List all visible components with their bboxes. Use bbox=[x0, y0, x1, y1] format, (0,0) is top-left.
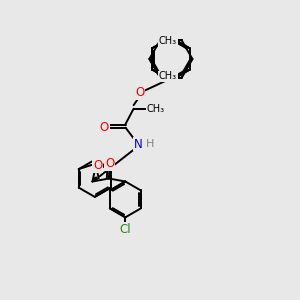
Text: CH₃: CH₃ bbox=[159, 71, 177, 81]
Text: Cl: Cl bbox=[119, 224, 131, 236]
Text: CH₃: CH₃ bbox=[159, 37, 177, 46]
Text: O: O bbox=[135, 86, 144, 99]
Text: N: N bbox=[134, 137, 143, 151]
Text: O: O bbox=[105, 157, 114, 170]
Text: H: H bbox=[146, 139, 154, 149]
Text: CH₃: CH₃ bbox=[147, 104, 165, 114]
Text: O: O bbox=[99, 121, 109, 134]
Text: O: O bbox=[93, 159, 102, 172]
